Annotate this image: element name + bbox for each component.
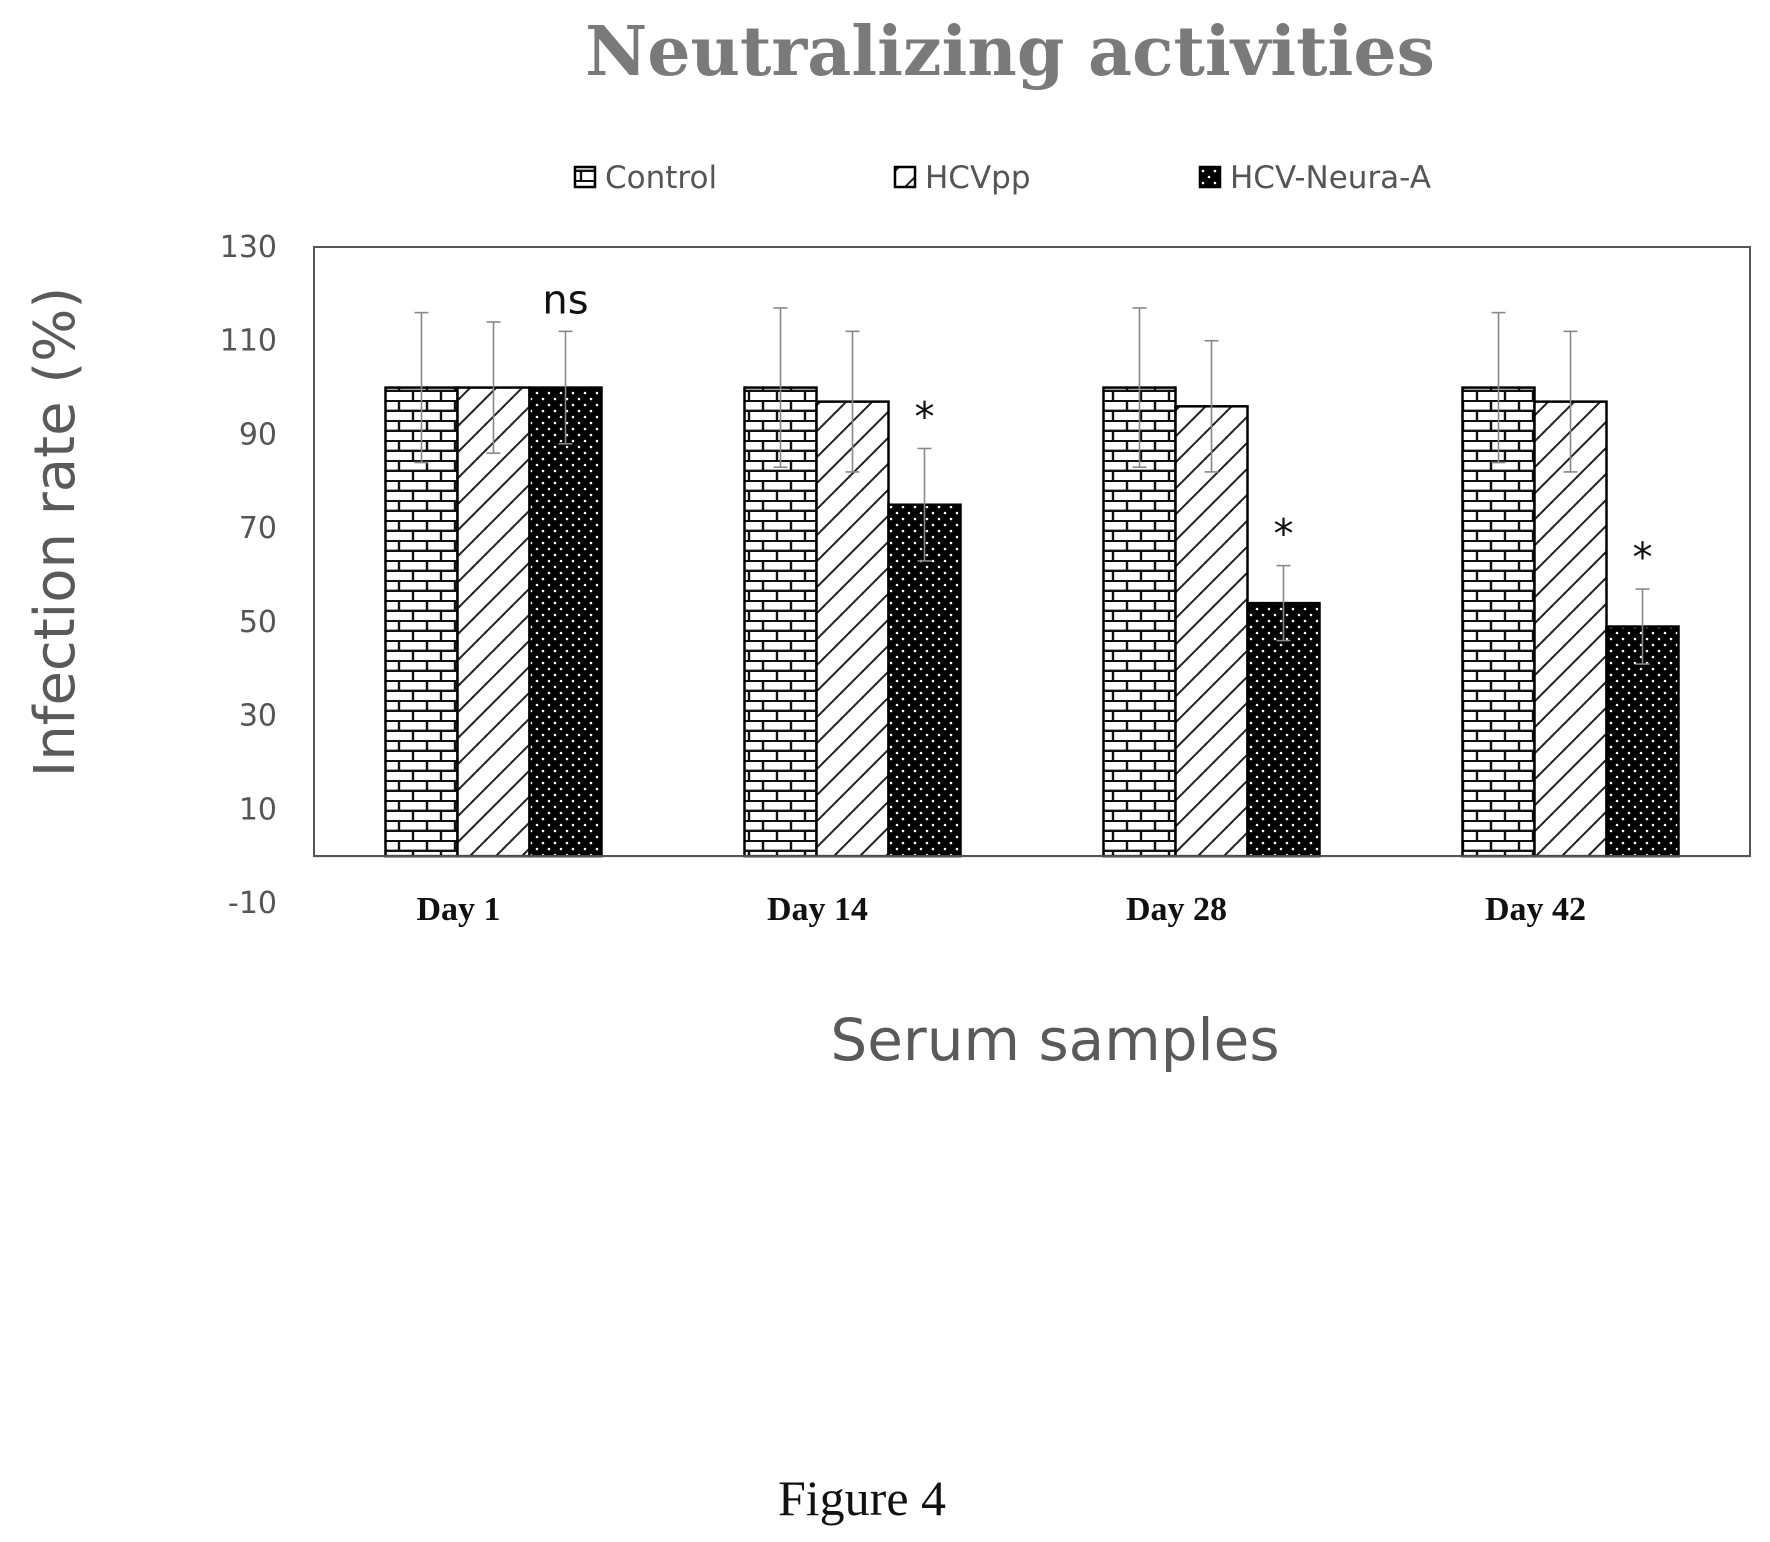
figure-caption: Figure 4 <box>778 1470 946 1526</box>
y-tick-label: 130 <box>220 230 277 265</box>
y-tick-label: 110 <box>220 324 277 359</box>
bar-hcvpp <box>1533 400 1608 858</box>
y-tick-label: 10 <box>239 792 277 827</box>
annotation: * <box>915 394 935 440</box>
bar-hcvpp <box>1174 405 1249 858</box>
bar-hcv-neura-a <box>887 503 962 858</box>
error-bars <box>414 307 1650 665</box>
bar-hcvpp <box>456 386 531 858</box>
x-tick-label: Day 14 <box>767 891 868 928</box>
legend: Control HCVpp HCV-Neura-A <box>573 160 1431 196</box>
y-axis-label: Infection rate (%) <box>23 287 88 778</box>
annotation: * <box>1633 535 1653 581</box>
legend-label: HCV-Neura-A <box>1230 160 1431 196</box>
x-axis-label: Serum samples <box>830 1006 1279 1074</box>
legend-swatch <box>1198 165 1222 189</box>
x-axis-ticks: Day 1 Day 14 Day 28 Day 42 <box>416 891 1586 928</box>
legend-swatch <box>893 165 917 189</box>
annotation: * <box>1274 512 1294 558</box>
y-tick-label: 90 <box>239 417 277 452</box>
x-tick-label: Day 28 <box>1126 891 1227 928</box>
annotation: ns <box>542 277 588 323</box>
legend-label: HCVpp <box>925 160 1031 196</box>
bar-control <box>1461 386 1536 858</box>
y-tick-label: -10 <box>228 886 277 921</box>
y-axis-ticks: 130 110 90 70 50 30 10 -10 <box>220 230 277 921</box>
x-tick-label: Day 1 <box>416 891 500 928</box>
x-tick-label: Day 42 <box>1485 891 1586 928</box>
bar-hcv-neura-a <box>528 386 603 858</box>
bar-hcv-neura-a <box>1246 601 1321 858</box>
y-tick-label: 30 <box>239 699 277 734</box>
y-tick-label: 50 <box>239 605 277 640</box>
legend-swatch <box>573 165 597 189</box>
significance-annotations: ns * * * <box>542 277 1652 581</box>
chart-title: Neutralizing activities <box>585 12 1435 92</box>
bars <box>384 386 1680 858</box>
legend-label: Control <box>605 160 717 196</box>
y-tick-label: 70 <box>239 511 277 546</box>
